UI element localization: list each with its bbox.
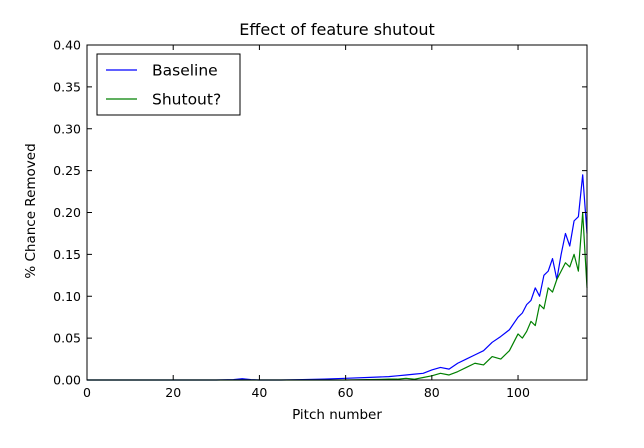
chart-title: Effect of feature shutout [239, 20, 435, 39]
y-tick-label: 0.25 [53, 163, 81, 178]
y-tick-label: 0.40 [53, 38, 81, 53]
y-tick-label: 0.05 [53, 331, 81, 346]
series-layer [87, 174, 588, 381]
y-tick-label: 0.35 [53, 79, 81, 94]
y-axis-title: % Chance Removed [23, 143, 39, 278]
legend-label-2: Shutout? [152, 91, 221, 109]
series-line-2 [87, 211, 588, 381]
x-axis-title: Pitch number [292, 407, 382, 423]
x-tick-label: 100 [506, 385, 530, 400]
x-tick-label: 80 [424, 385, 440, 400]
ticks-layer: 0 20 40 60 80 100 0.00 0.05 0.10 0.15 0.20 0.25 0.30… [53, 38, 587, 400]
y-tick-label: 0.15 [53, 247, 81, 262]
y-tick-label: 0.30 [53, 121, 81, 136]
x-tick-label: 0 [83, 385, 91, 400]
y-tick-label: 0.00 [53, 373, 81, 388]
y-tick-label: 0.20 [53, 205, 81, 220]
series-line-1 [87, 174, 588, 381]
y-tick-label: 0.10 [53, 289, 81, 304]
x-tick-label: 60 [338, 385, 354, 400]
legend: Baseline Shutout? [96, 53, 241, 116]
legend-box [96, 53, 241, 116]
legend-label-1: Baseline [152, 62, 218, 80]
x-tick-label: 20 [165, 385, 181, 400]
x-tick-label: 40 [251, 385, 267, 400]
